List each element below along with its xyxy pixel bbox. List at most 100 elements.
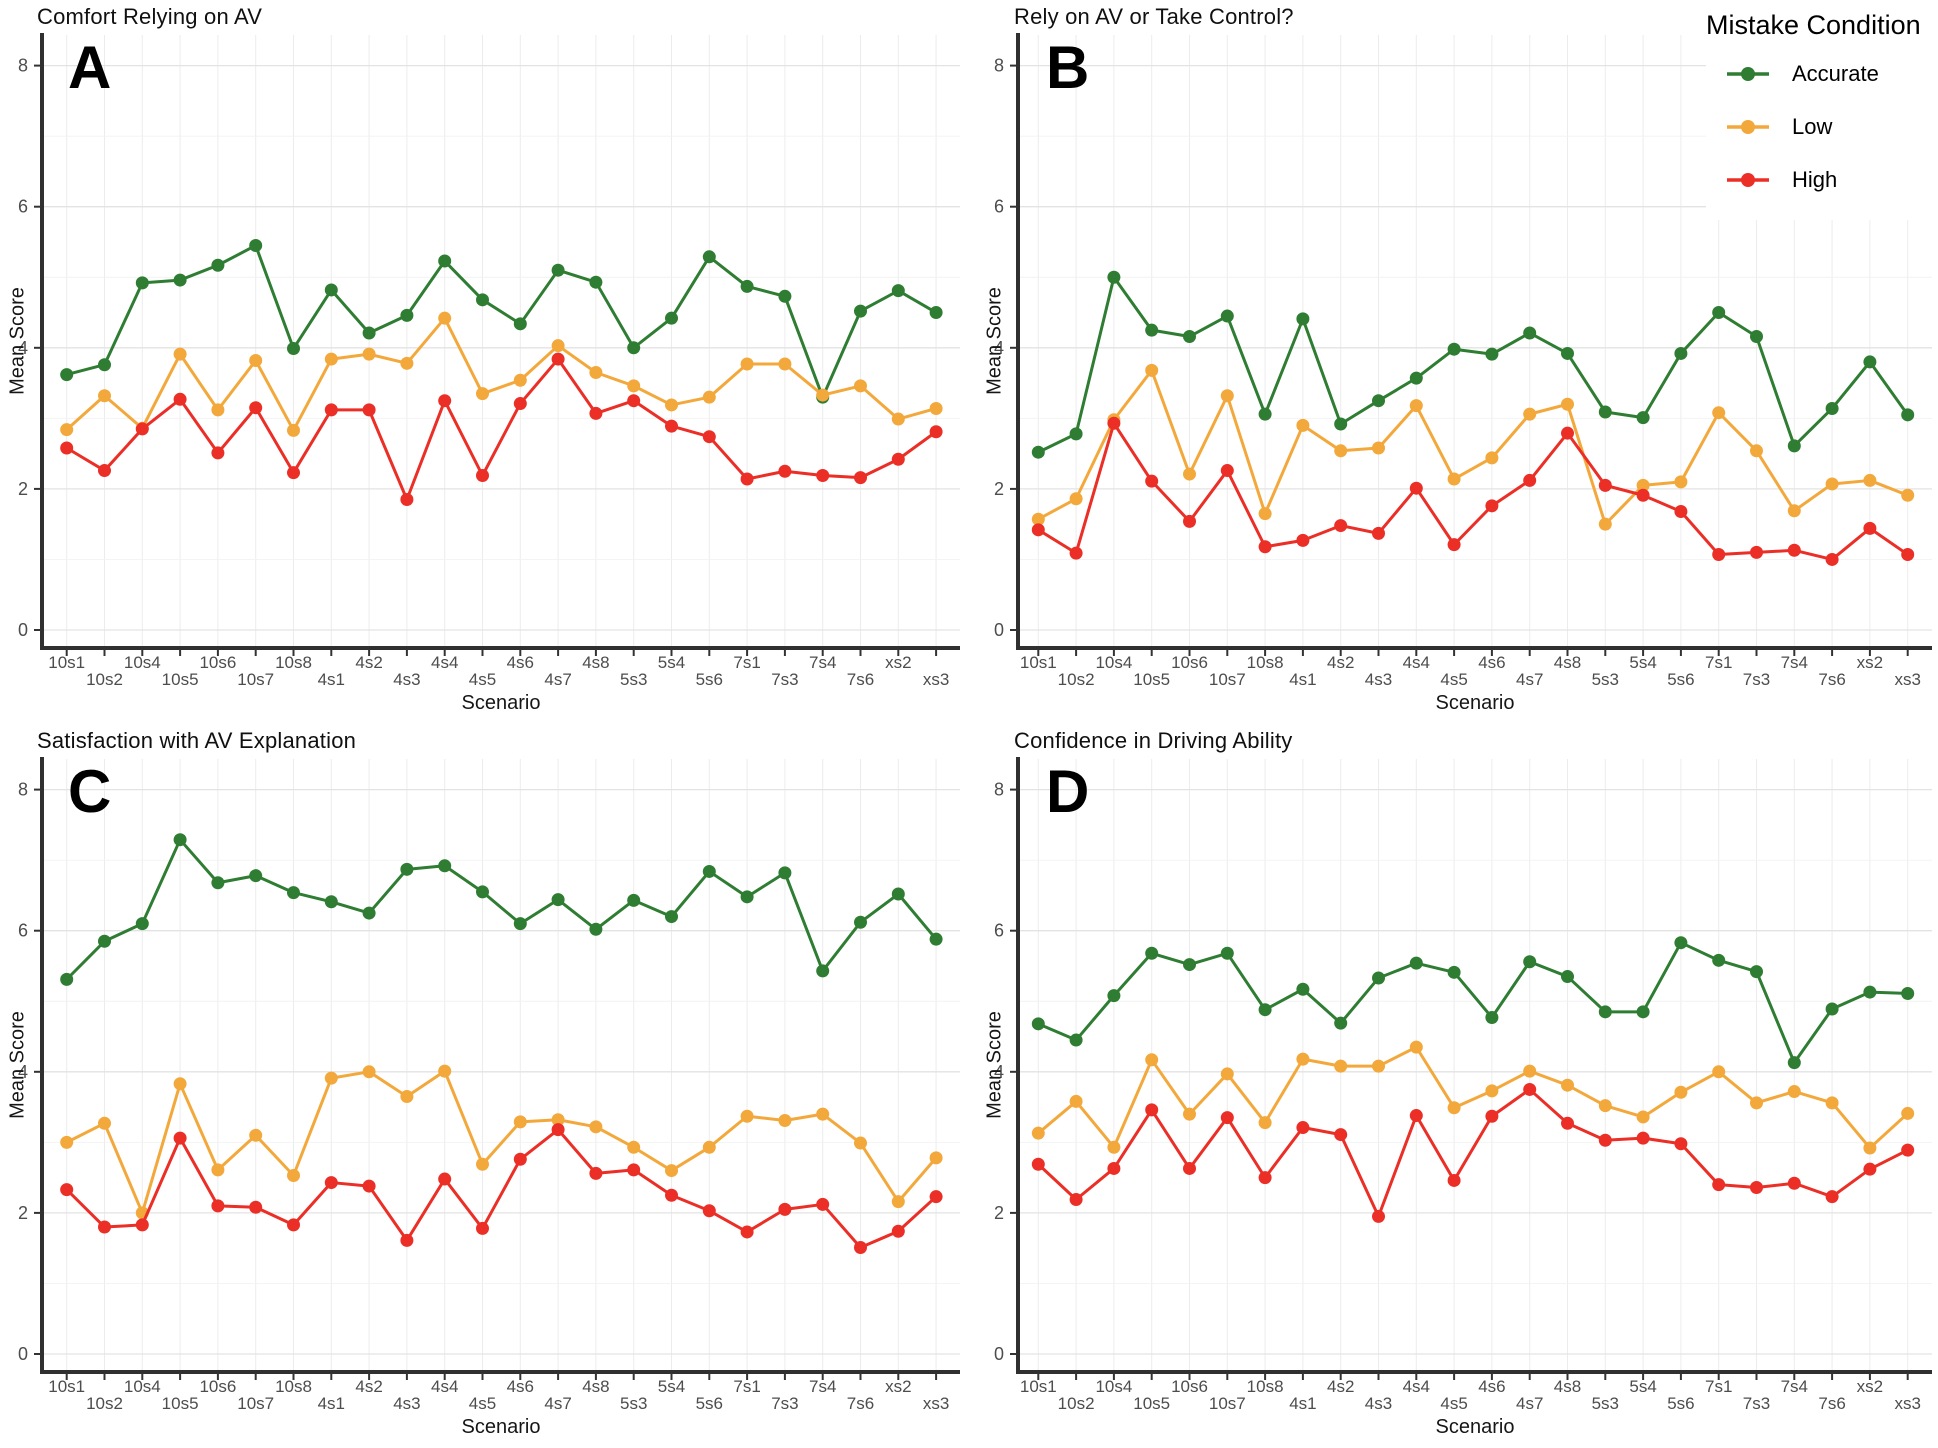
svg-text:7s1: 7s1 — [1705, 653, 1732, 672]
svg-text:10s4: 10s4 — [124, 1377, 161, 1396]
svg-text:10s2: 10s2 — [1058, 670, 1095, 689]
panel-a: 0 2 4 6 8 10s1 10s2 10s4 10s5 10s6 10s7 10s8 4s1 4s2 4… — [0, 0, 964, 724]
svg-text:4s8: 4s8 — [582, 1377, 609, 1396]
panel-a-y-axis-label: Mean Score — [6, 287, 29, 395]
svg-text:7s3: 7s3 — [1743, 670, 1770, 689]
svg-text:10s6: 10s6 — [199, 1377, 236, 1396]
legend-title: Mistake Condition — [1706, 10, 1921, 40]
svg-text:xs2: xs2 — [885, 653, 911, 672]
svg-text:4s2: 4s2 — [1327, 1377, 1354, 1396]
panel-c: 0 2 4 6 8 10s1 10s2 10s4 10s5 10s6 10s7 10s8 4s1 4s2 4… — [0, 724, 964, 1448]
svg-text:5s6: 5s6 — [696, 1394, 723, 1413]
svg-text:10s2: 10s2 — [86, 670, 123, 689]
svg-text:10s5: 10s5 — [1133, 1394, 1170, 1413]
svg-text:5s4: 5s4 — [1629, 1377, 1656, 1396]
low-line-dot-icon — [1727, 120, 1769, 134]
svg-text:5s6: 5s6 — [1667, 670, 1694, 689]
svg-text:7s1: 7s1 — [733, 1377, 760, 1396]
svg-text:10s4: 10s4 — [124, 653, 161, 672]
svg-text:10s1: 10s1 — [48, 1377, 85, 1396]
svg-text:4s7: 4s7 — [544, 1394, 571, 1413]
panel-b-letter: B — [1046, 34, 1090, 101]
svg-text:5s3: 5s3 — [620, 1394, 647, 1413]
svg-text:5s6: 5s6 — [1667, 1394, 1694, 1413]
svg-text:xs2: xs2 — [1857, 1377, 1883, 1396]
svg-text:4s6: 4s6 — [1478, 653, 1505, 672]
svg-text:4s7: 4s7 — [1516, 1394, 1543, 1413]
svg-text:4s6: 4s6 — [507, 653, 534, 672]
svg-text:10s8: 10s8 — [275, 1377, 312, 1396]
svg-text:5s3: 5s3 — [1592, 670, 1619, 689]
svg-text:4s5: 4s5 — [1440, 670, 1467, 689]
panel-b-title: Rely on AV or Take Control? — [1014, 4, 1294, 29]
svg-text:4s4: 4s4 — [431, 653, 458, 672]
svg-text:4s5: 4s5 — [469, 670, 496, 689]
svg-text:10s2: 10s2 — [86, 1394, 123, 1413]
svg-text:7s3: 7s3 — [1743, 1394, 1770, 1413]
panel-a-letter: A — [68, 34, 112, 101]
svg-text:2: 2 — [994, 479, 1004, 499]
svg-text:10s2: 10s2 — [1058, 1394, 1095, 1413]
svg-text:4s4: 4s4 — [431, 1377, 458, 1396]
svg-text:xs2: xs2 — [885, 1377, 911, 1396]
svg-text:10s5: 10s5 — [162, 670, 199, 689]
svg-text:4s4: 4s4 — [1403, 653, 1430, 672]
svg-text:7s4: 7s4 — [809, 1377, 836, 1396]
svg-text:10s7: 10s7 — [1209, 670, 1246, 689]
svg-text:4s5: 4s5 — [469, 1394, 496, 1413]
svg-text:10s7: 10s7 — [237, 1394, 274, 1413]
svg-text:5s3: 5s3 — [1592, 1394, 1619, 1413]
svg-text:10s1: 10s1 — [1020, 653, 1057, 672]
svg-text:5s3: 5s3 — [620, 670, 647, 689]
svg-text:4s5: 4s5 — [1440, 1394, 1467, 1413]
svg-text:0: 0 — [18, 1344, 28, 1364]
svg-text:4s6: 4s6 — [1478, 1377, 1505, 1396]
panel-d-letter: D — [1046, 758, 1090, 825]
svg-text:4s4: 4s4 — [1403, 1377, 1430, 1396]
svg-text:7s6: 7s6 — [1818, 670, 1845, 689]
svg-text:10s8: 10s8 — [1247, 1377, 1284, 1396]
svg-text:5s4: 5s4 — [658, 653, 685, 672]
svg-text:4s1: 4s1 — [318, 1394, 345, 1413]
svg-text:4: 4 — [18, 1062, 28, 1082]
svg-text:4: 4 — [994, 338, 1004, 358]
panel-b-y-axis-label: Mean Score — [983, 287, 1006, 395]
svg-text:7s4: 7s4 — [1781, 653, 1808, 672]
svg-text:7s4: 7s4 — [809, 653, 836, 672]
svg-text:0: 0 — [994, 1344, 1004, 1364]
svg-text:xs3: xs3 — [923, 670, 949, 689]
svg-text:10s5: 10s5 — [162, 1394, 199, 1413]
svg-text:4s3: 4s3 — [393, 670, 420, 689]
svg-text:xs2: xs2 — [1857, 653, 1883, 672]
svg-text:4s1: 4s1 — [1289, 1394, 1316, 1413]
panel-c-x-axis-label: Scenario — [461, 1416, 541, 1438]
svg-text:xs3: xs3 — [1894, 670, 1920, 689]
high-line-dot-icon — [1727, 173, 1769, 187]
legend-item-high: High — [1706, 167, 1934, 193]
svg-text:10s8: 10s8 — [275, 653, 312, 672]
legend-item-low: Low — [1706, 114, 1934, 140]
panel-d: 0 2 4 6 8 10s1 10s2 10s4 10s5 10s6 10s7 10s8 4s1 4s2 4… — [964, 724, 1938, 1448]
panel-d-x-axis-label: Scenario — [1435, 1416, 1515, 1438]
svg-text:6: 6 — [994, 197, 1004, 217]
svg-text:8: 8 — [994, 780, 1004, 800]
svg-text:xs3: xs3 — [1894, 1394, 1920, 1413]
accurate-line-dot-icon — [1727, 67, 1769, 81]
svg-text:4s3: 4s3 — [1365, 670, 1392, 689]
svg-text:4s8: 4s8 — [582, 653, 609, 672]
svg-text:5s4: 5s4 — [658, 1377, 685, 1396]
svg-text:0: 0 — [994, 620, 1004, 640]
svg-text:4s2: 4s2 — [355, 1377, 382, 1396]
svg-text:xs3: xs3 — [923, 1394, 949, 1413]
svg-text:7s4: 7s4 — [1781, 1377, 1808, 1396]
legend-label-high: High — [1792, 167, 1838, 192]
panel-a-x-axis-label: Scenario — [461, 692, 541, 714]
svg-text:4s3: 4s3 — [1365, 1394, 1392, 1413]
svg-text:7s1: 7s1 — [733, 653, 760, 672]
legend-item-accurate: Accurate — [1706, 61, 1934, 87]
svg-text:7s6: 7s6 — [847, 670, 874, 689]
panel-d-title: Confidence in Driving Ability — [1014, 728, 1293, 753]
svg-text:4: 4 — [18, 338, 28, 358]
